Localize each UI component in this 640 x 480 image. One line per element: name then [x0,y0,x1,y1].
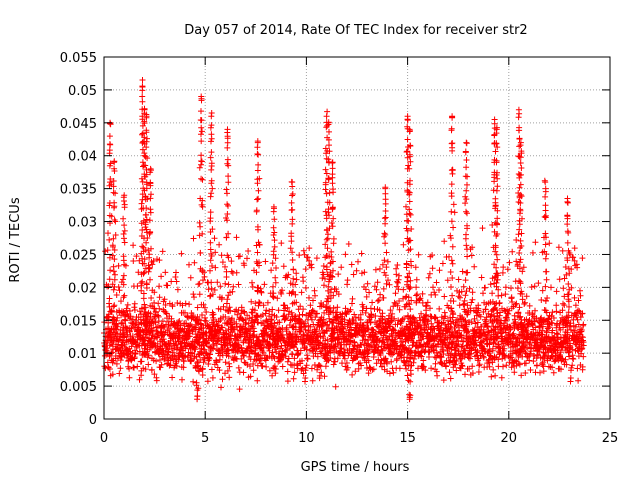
y-tick-label: 0.045 [60,117,97,132]
grid-lines [104,57,610,419]
x-tick-label: 0 [100,431,108,446]
y-tick-label: 0.055 [60,51,97,66]
y-tick-label: 0.025 [60,248,97,263]
y-tick-label: 0.05 [68,84,97,99]
x-tick-label: 20 [501,431,518,446]
y-tick-label: 0.035 [60,183,97,198]
x-tick-label: 5 [201,431,209,446]
y-tick-label: 0.04 [68,150,97,165]
plot-frame [103,56,611,420]
y-tick-label: 0.02 [68,281,97,296]
x-axis-ticks: 0 5 10 15 20 25 [100,57,618,446]
y-tick-label: 0.03 [68,216,97,231]
x-axis-label: GPS time / hours [301,460,410,475]
y-tick-label: 0.005 [60,380,97,395]
x-tick-label: 10 [298,431,315,446]
y-tick-label: 0.01 [68,347,97,362]
y-axis-ticks: 0 0.005 0.01 0.015 0.02 0.025 0.03 0.035 0.04 0.0… [60,51,610,428]
x-tick-label: 15 [399,431,416,446]
y-tick-label: 0.015 [60,314,97,329]
plot-border [103,56,611,420]
y-axis-label: ROTI / TECUs [8,197,23,282]
y-tick-label: 0 [89,413,97,428]
chart-title: Day 057 of 2014, Rate Of TEC Index for r… [184,23,527,38]
x-tick-label: 25 [602,431,619,446]
